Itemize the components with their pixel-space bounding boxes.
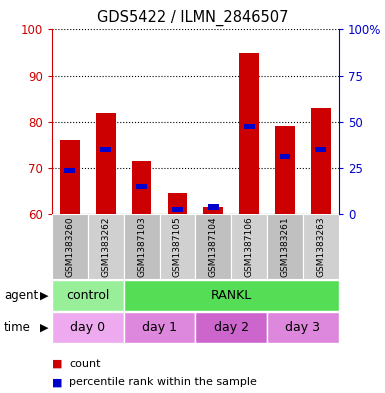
Text: time: time (4, 321, 31, 334)
Text: day 3: day 3 (285, 321, 320, 334)
Text: day 2: day 2 (214, 321, 249, 334)
Bar (167, 193, 187, 214)
Bar (96, 112, 115, 214)
Text: control: control (66, 288, 109, 302)
Bar (64, 167, 75, 173)
Text: GSM1383261: GSM1383261 (281, 216, 290, 277)
Text: GSM1387103: GSM1387103 (137, 216, 146, 277)
Text: day 1: day 1 (142, 321, 177, 334)
Bar (52, 214, 88, 279)
Bar (280, 154, 290, 159)
Text: GSM1383262: GSM1383262 (101, 216, 110, 277)
Bar (239, 53, 259, 214)
Text: GSM1383263: GSM1383263 (316, 216, 325, 277)
Bar (315, 147, 326, 152)
Bar (124, 280, 339, 310)
Text: ▶: ▶ (40, 323, 48, 332)
Bar (244, 124, 254, 129)
Bar (208, 204, 219, 210)
Bar (311, 108, 331, 214)
Text: count: count (69, 358, 101, 369)
Bar (132, 161, 151, 214)
Bar (275, 127, 295, 214)
Bar (303, 214, 339, 279)
Bar (195, 312, 267, 343)
Bar (124, 312, 195, 343)
Bar (159, 214, 196, 279)
Bar (195, 214, 231, 279)
Text: RANKL: RANKL (211, 288, 252, 302)
Text: agent: agent (4, 288, 38, 302)
Bar (124, 214, 159, 279)
Text: ▶: ▶ (40, 290, 48, 300)
Text: percentile rank within the sample: percentile rank within the sample (69, 377, 257, 387)
Bar (172, 207, 183, 212)
Bar (136, 184, 147, 189)
Bar (267, 312, 339, 343)
Bar (60, 140, 80, 214)
Text: ■: ■ (52, 358, 62, 369)
Text: GSM1387106: GSM1387106 (244, 216, 254, 277)
Text: GSM1387105: GSM1387105 (173, 216, 182, 277)
Bar (231, 214, 267, 279)
Text: GSM1387104: GSM1387104 (209, 216, 218, 277)
Text: GSM1383260: GSM1383260 (65, 216, 74, 277)
Bar (100, 147, 111, 152)
Text: ■: ■ (52, 377, 62, 387)
Bar (52, 312, 124, 343)
Bar (267, 214, 303, 279)
Bar (52, 280, 124, 310)
Text: day 0: day 0 (70, 321, 105, 334)
Bar (203, 207, 223, 214)
Text: GDS5422 / ILMN_2846507: GDS5422 / ILMN_2846507 (97, 10, 288, 26)
Bar (88, 214, 124, 279)
